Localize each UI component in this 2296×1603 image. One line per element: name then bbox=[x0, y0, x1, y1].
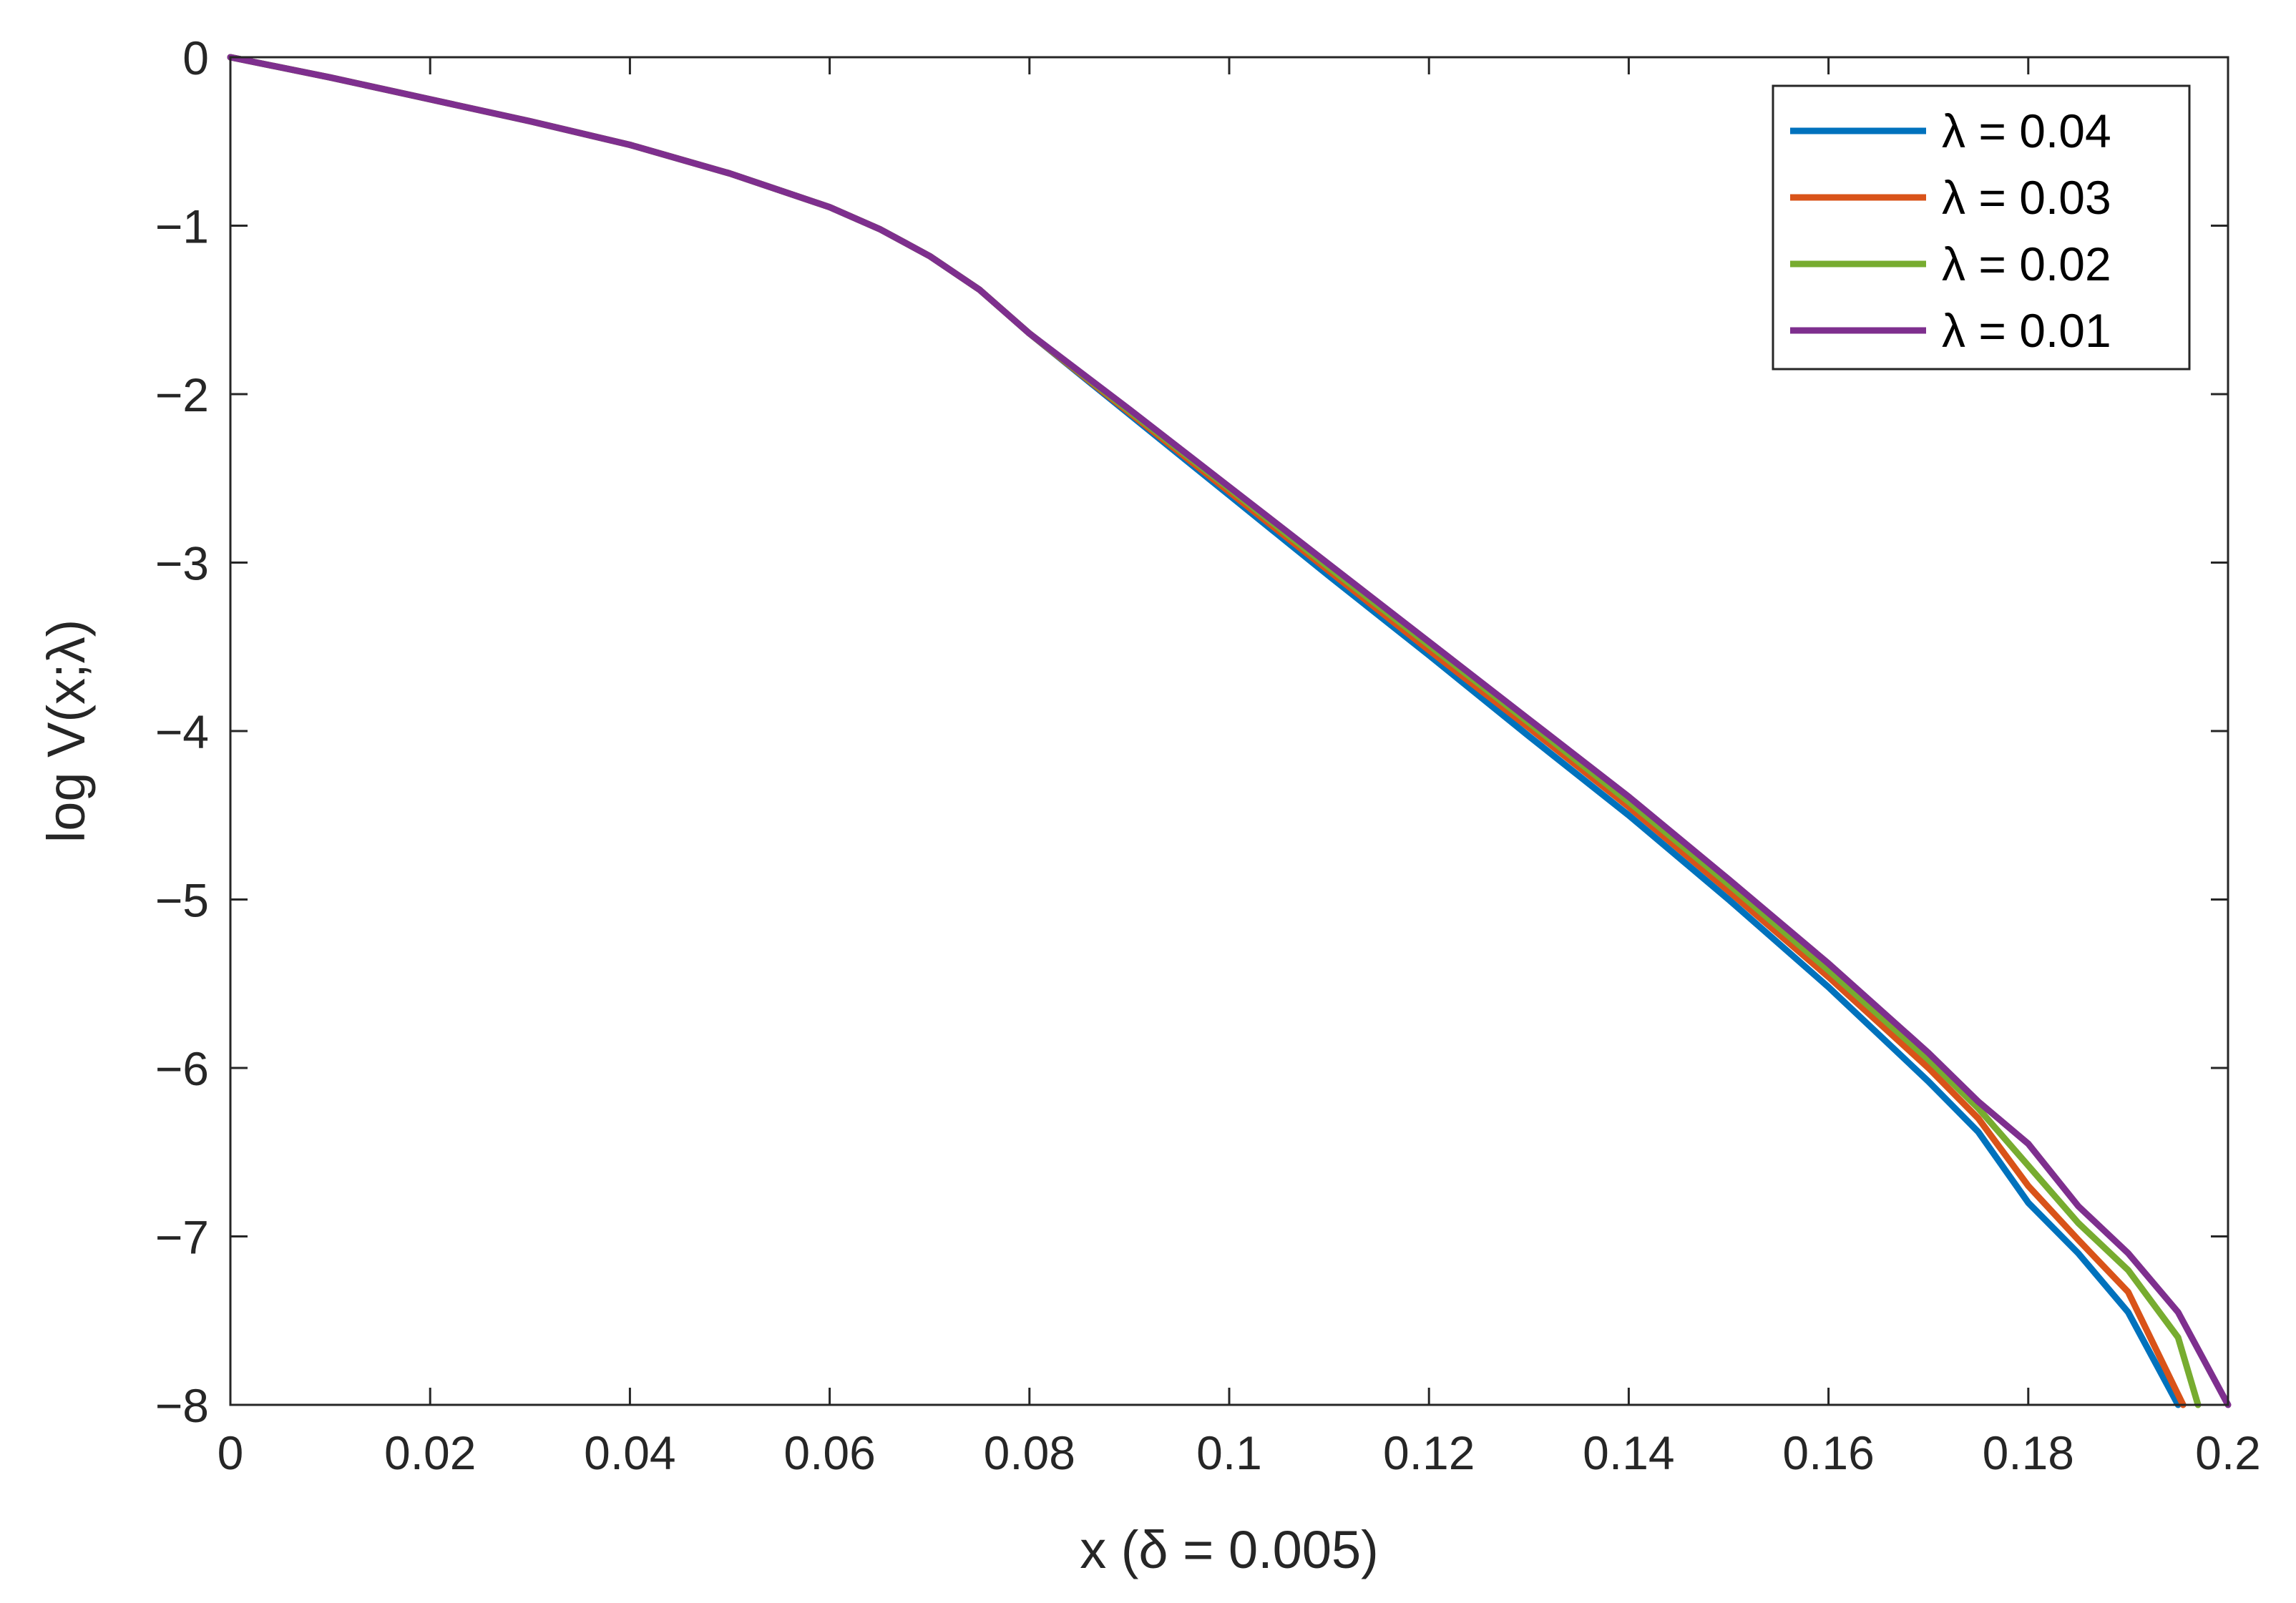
y-tick-label: −3 bbox=[155, 537, 209, 590]
x-axis-label: x (δ = 0.005) bbox=[1080, 1520, 1379, 1579]
y-tick-label: −1 bbox=[155, 200, 209, 253]
legend-label-3: λ = 0.02 bbox=[1942, 237, 2111, 290]
series-line-4 bbox=[227, 54, 2232, 1408]
x-tick-label: 0.1 bbox=[1196, 1426, 1262, 1479]
legend-label-1: λ = 0.04 bbox=[1942, 104, 2111, 157]
y-tick-label: 0 bbox=[182, 31, 209, 84]
y-tick-label: −2 bbox=[155, 368, 209, 421]
y-tick-label: −7 bbox=[155, 1211, 209, 1264]
x-tick-label: 0.06 bbox=[783, 1426, 875, 1479]
x-tick-label: 0.2 bbox=[2195, 1426, 2261, 1479]
series-layer bbox=[227, 54, 2232, 1408]
legend: λ = 0.04 λ = 0.03 λ = 0.02 λ = 0.01 bbox=[1772, 84, 2191, 371]
y-tick-label: −6 bbox=[155, 1042, 209, 1095]
ticks-layer: 0 0.02 0.04 0.06 0.08 0.1 0.12 0.14 0.16 0.18 0.2 0… bbox=[155, 31, 2261, 1479]
x-tick-label: 0.14 bbox=[1583, 1426, 1674, 1479]
x-tick-label: 0.02 bbox=[384, 1426, 476, 1479]
x-tick-label: 0 bbox=[218, 1426, 244, 1479]
x-tick-label: 0.16 bbox=[1782, 1426, 1874, 1479]
y-tick-label: −8 bbox=[155, 1379, 209, 1432]
x-tick-label: 0.04 bbox=[584, 1426, 675, 1479]
legend-label-2: λ = 0.03 bbox=[1942, 171, 2111, 224]
x-tick-label: 0.12 bbox=[1383, 1426, 1475, 1479]
x-tick-label: 0.08 bbox=[984, 1426, 1075, 1479]
x-tick-label: 0.18 bbox=[1983, 1426, 2074, 1479]
y-tick-label: −5 bbox=[155, 874, 209, 927]
y-tick-label: −4 bbox=[155, 705, 209, 758]
y-axis-label: log V(x;λ) bbox=[36, 619, 96, 843]
legend-label-4: λ = 0.01 bbox=[1942, 304, 2111, 357]
legend-entries: λ = 0.04 λ = 0.03 λ = 0.02 λ = 0.01 bbox=[1790, 104, 2111, 357]
